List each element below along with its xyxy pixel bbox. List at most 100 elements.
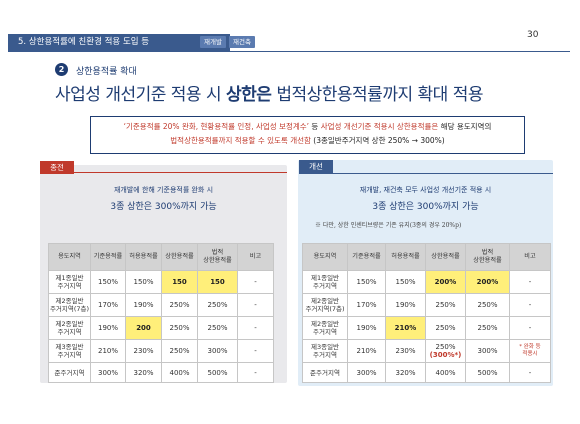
table-cell: 170%: [90, 293, 126, 317]
table-cell: 200%: [465, 270, 510, 294]
upper-ratio-extra: (300%*): [429, 351, 462, 359]
table-cell: 준주거지역: [302, 362, 348, 383]
table-cell: 준주거지역: [48, 362, 91, 383]
callout-end1: 해당 용도지역의: [438, 122, 492, 131]
table-cell: 150%: [347, 270, 386, 294]
callout-line1: ‘기준용적률 20% 완화, 현황용적률 인정, 사업성 보정계수’ 등 사업성…: [99, 120, 516, 134]
col-header: 비고: [237, 243, 274, 271]
table-cell: 제2종일반 주거지역(7층): [48, 293, 91, 317]
table-cell: -: [509, 293, 551, 317]
table-cell: * 완화 등 적용시: [509, 339, 551, 363]
table-cell: 제3종일반 주거지역: [302, 339, 348, 363]
tag-reconstruction: 재건축: [229, 36, 255, 48]
table-cell: -: [237, 316, 274, 340]
table-cell: 제2종일반 주거지역(7층): [302, 293, 348, 317]
tag-redevelopment: 재개발: [200, 36, 226, 48]
col-header: 법적 상한용적률: [197, 243, 238, 271]
after-note: ※ 다만, 상한 인센티브량은 기존 유지(3종의 경우 20%p): [315, 222, 462, 229]
table-cell: -: [509, 270, 551, 294]
table-cell: 300%: [90, 362, 126, 383]
table-cell: 190%: [385, 293, 426, 317]
before-rule: [74, 172, 287, 173]
callout-end2: (3종일반주거지역 상한 250% → 300%): [310, 136, 445, 145]
table-cell: 500%: [197, 362, 238, 383]
table-cell: 400%: [161, 362, 198, 383]
table-cell: 150%: [385, 270, 426, 294]
col-header: 상한용적률: [425, 243, 466, 271]
col-header: 상한용적률: [161, 243, 198, 271]
table-cell: 250%: [465, 293, 510, 317]
table-cell: 300%: [347, 362, 386, 383]
table-cell: 250%: [161, 316, 198, 340]
callout-mid: 등: [309, 122, 321, 131]
col-header: 허용용적률: [125, 243, 162, 271]
col-header: 용도지역: [302, 243, 348, 271]
table-cell: 250%: [425, 316, 466, 340]
col-header: 기준용적률: [90, 243, 126, 271]
title-part1: 사업성 개선기준 적용 시: [55, 85, 227, 105]
table-cell: 제1종일반 주거지역: [48, 270, 91, 294]
table-cell: 150: [161, 270, 198, 294]
table-cell: 제2종일반 주거지역: [302, 316, 348, 340]
table-cell: 500%: [465, 362, 510, 383]
section-subtitle: 상한용적률 확대: [76, 67, 137, 77]
table-cell: 제2종일반 주거지역: [48, 316, 91, 340]
table-cell: 150%: [90, 270, 126, 294]
header-divider: [8, 51, 570, 52]
table-cell: 250%: [161, 293, 198, 317]
table-cell: 320%: [385, 362, 426, 383]
col-header: 법적 상한용적률: [465, 243, 510, 271]
callout-red1: ‘기준용적률 20% 완화, 현황용적률 인정, 사업성 보정계수’: [123, 122, 310, 131]
summary-callout: ‘기준용적률 20% 완화, 현황용적률 인정, 사업성 보정계수’ 등 사업성…: [90, 116, 525, 154]
before-summary: 3종 상한은 300%까지 가능: [110, 202, 217, 212]
table-cell: 250%: [197, 316, 238, 340]
page-title: 사업성 개선기준 적용 시 상한은 법적상한용적률까지 확대 적용: [55, 80, 545, 105]
table-cell: 제3종일반 주거지역: [48, 339, 91, 363]
after-desc: 재개발, 재건축 모두 사업성 개선기준 적용 시: [359, 186, 492, 194]
table-cell: 제1종일반 주거지역: [302, 270, 348, 294]
callout-red2: 사업성 개선기준 적용시 상한용적률은: [320, 122, 439, 131]
table-cell: 210%: [90, 339, 126, 363]
table-cell: 230%: [125, 339, 162, 363]
before-tag: 종전: [40, 161, 74, 174]
before-table: 용도지역 기준용적률 허용용적률 상한용적률 법적 상한용적률 비고 제1종일반…: [48, 243, 274, 383]
table-cell: 250%: [465, 316, 510, 340]
after-tag: 개선: [299, 160, 333, 174]
table-cell: 190%: [347, 316, 386, 340]
table-cell: 300%: [465, 339, 510, 363]
table-cell: 210%: [385, 316, 426, 340]
section-number-badge: 2: [55, 63, 68, 76]
table-cell: 200%: [425, 270, 466, 294]
table-cell: 230%: [385, 339, 426, 363]
col-header: 비고: [509, 243, 551, 271]
callout-red3: 법적상한용적률까지 적용할 수 있도록 개선함: [170, 136, 311, 145]
table-cell: 210%: [347, 339, 386, 363]
after-summary: 3종 상한은 300%까지 가능: [372, 202, 479, 212]
table-cell: 400%: [425, 362, 466, 383]
table-cell: -: [237, 270, 274, 294]
table-cell: 190%: [90, 316, 126, 340]
table-cell: 170%: [347, 293, 386, 317]
page-number: 30: [527, 30, 539, 40]
table-cell: 150%: [125, 270, 162, 294]
table-cell: 250%: [425, 293, 466, 317]
table-cell: -: [509, 362, 551, 383]
section-header: 5. 상한용적률에 친환경 적용 도입 등: [8, 34, 230, 51]
table-cell: -: [509, 316, 551, 340]
after-rule: [333, 173, 553, 174]
title-part2: 상한은: [226, 85, 272, 105]
table-cell: 150: [197, 270, 238, 294]
callout-line2: 법적상한용적률까지 적용할 수 있도록 개선함 (3종일반주거지역 상한 250…: [99, 134, 516, 148]
table-cell: 250% (300%*): [425, 339, 466, 363]
table-cell: 300%: [197, 339, 238, 363]
col-header: 기준용적률: [347, 243, 386, 271]
col-header: 허용용적률: [385, 243, 426, 271]
table-cell: 250%: [161, 339, 198, 363]
table-cell: 190%: [125, 293, 162, 317]
table-cell: -: [237, 293, 274, 317]
table-cell: -: [237, 339, 274, 363]
col-header: 용도지역: [48, 243, 91, 271]
after-table: 용도지역 기준용적률 허용용적률 상한용적률 법적 상한용적률 비고 제1종일반…: [302, 243, 551, 383]
title-part3: 법적상한용적률까지 확대 적용: [271, 85, 483, 105]
